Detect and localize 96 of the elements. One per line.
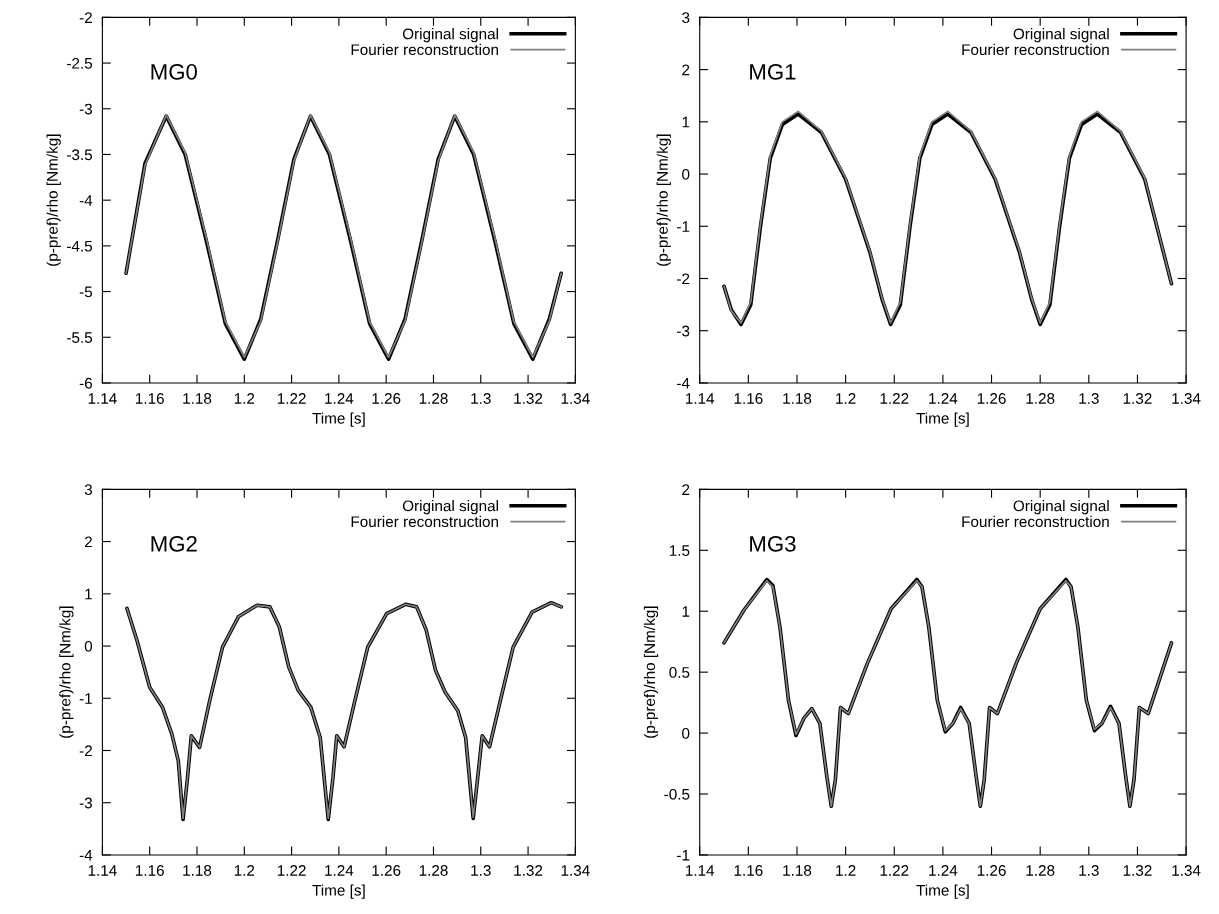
x-tick-label: 1.28 bbox=[1026, 393, 1055, 404]
x-tick-label: 1.3 bbox=[1079, 865, 1099, 876]
y-tick-label: 2 bbox=[682, 484, 690, 495]
x-tick-label: 1.2 bbox=[836, 865, 856, 876]
x-tick-label: 1.2 bbox=[234, 393, 255, 404]
legend-label: Original signal bbox=[402, 28, 498, 43]
x-axis-title: Time [s] bbox=[916, 884, 969, 899]
x-tick-label: 1.16 bbox=[734, 393, 763, 404]
y-tick-label: 1.5 bbox=[669, 545, 690, 556]
y-tick-label: -3 bbox=[677, 325, 690, 337]
y-tick-label: -6 bbox=[79, 377, 92, 389]
legend-label: Fourier reconstruction bbox=[351, 515, 498, 528]
y-tick-label: -5 bbox=[79, 286, 93, 298]
y-tick-label: 0 bbox=[84, 640, 93, 652]
x-tick-label: 1.34 bbox=[561, 393, 590, 404]
y-axis-title: (p-pref)/rho [Nm/kg] bbox=[59, 606, 74, 738]
x-tick-label: 1.2 bbox=[836, 393, 856, 404]
x-tick-label: 1.14 bbox=[686, 865, 715, 876]
x-tick-label: 1.18 bbox=[183, 865, 212, 876]
x-tick-label: 1.32 bbox=[514, 393, 543, 404]
x-tick-label: 1.14 bbox=[88, 393, 117, 404]
y-tick-label: -3 bbox=[79, 797, 92, 809]
legend-label: Original signal bbox=[402, 500, 498, 515]
x-tick-label: 1.34 bbox=[561, 865, 590, 876]
x-tick-label: 1.14 bbox=[686, 393, 715, 404]
y-tick-label: -4 bbox=[79, 849, 93, 861]
legend-label: Original signal bbox=[1013, 28, 1109, 43]
x-tick-label: 1.18 bbox=[783, 865, 812, 876]
annotation: MG3 bbox=[750, 535, 796, 552]
y-axis-title: (p-pref)/rho [Nm/kg] bbox=[46, 134, 61, 266]
x-tick-label: 1.22 bbox=[880, 865, 909, 876]
x-tick-label: 1.28 bbox=[419, 393, 448, 404]
x-tick-label: 1.24 bbox=[929, 865, 958, 876]
legend-label: Fourier reconstruction bbox=[351, 43, 498, 56]
x-tick-label: 1.3 bbox=[471, 865, 491, 876]
x-tick-label: 1.24 bbox=[325, 393, 354, 404]
x-tick-label: 1.14 bbox=[88, 865, 117, 876]
x-tick-label: 1.24 bbox=[929, 393, 958, 404]
y-tick-label: -2 bbox=[79, 12, 92, 23]
y-tick-label: -2 bbox=[677, 273, 690, 285]
y-tick-label: -2.5 bbox=[67, 57, 93, 69]
x-tick-label: 1.18 bbox=[183, 393, 212, 404]
x-tick-label: 1.28 bbox=[1026, 865, 1055, 876]
x-tick-label: 1.2 bbox=[234, 865, 255, 876]
x-tick-label: 1.16 bbox=[135, 865, 164, 876]
x-tick-label: 1.24 bbox=[325, 865, 354, 876]
x-axis-title: Time [s] bbox=[312, 412, 365, 427]
y-axis-title: (p-pref)/rho [Nm/kg] bbox=[656, 134, 671, 266]
x-tick-label: 1.34 bbox=[1172, 865, 1201, 876]
x-tick-label: 1.28 bbox=[419, 865, 448, 876]
y-tick-label: -2 bbox=[79, 745, 92, 757]
y-axis-title: (p-pref)/rho [Nm/kg] bbox=[643, 606, 659, 738]
x-tick-label: 1.16 bbox=[734, 865, 763, 876]
x-tick-label: 1.32 bbox=[1123, 393, 1152, 404]
x-tick-label: 1.16 bbox=[135, 393, 164, 404]
legend-label: Original signal bbox=[1013, 500, 1109, 515]
x-axis-title: Time [s] bbox=[312, 884, 365, 899]
x-tick-label: 1.26 bbox=[977, 393, 1006, 404]
y-tick-label: 0.5 bbox=[669, 667, 690, 678]
annotation: MG2 bbox=[151, 535, 197, 552]
y-tick-label: -0.5 bbox=[664, 788, 690, 800]
annotation: MG0 bbox=[151, 64, 197, 80]
y-tick-label: -4 bbox=[79, 195, 93, 206]
y-tick-label: 3 bbox=[682, 12, 690, 24]
legend-label: Fourier reconstruction bbox=[962, 515, 1109, 528]
y-tick-label: -3.5 bbox=[67, 149, 93, 161]
y-tick-label: -4.5 bbox=[67, 240, 93, 252]
x-tick-label: 1.26 bbox=[372, 865, 401, 876]
y-tick-label: -4 bbox=[677, 377, 690, 389]
annotation: MG1 bbox=[750, 64, 796, 80]
legend-label: Fourier reconstruction bbox=[962, 43, 1109, 56]
x-tick-label: 1.32 bbox=[514, 865, 543, 876]
y-tick-label: -1 bbox=[79, 693, 92, 704]
y-tick-label: 3 bbox=[84, 484, 92, 496]
x-tick-label: 1.22 bbox=[277, 393, 306, 404]
y-tick-label: -3 bbox=[79, 103, 92, 115]
y-tick-label: -1 bbox=[677, 849, 690, 861]
x-tick-label: 1.26 bbox=[372, 393, 401, 404]
x-axis-title: Time [s] bbox=[916, 412, 969, 427]
y-tick-label: 2 bbox=[682, 64, 690, 76]
y-tick-label: 1 bbox=[682, 606, 690, 617]
y-tick-label: 2 bbox=[84, 536, 92, 548]
x-tick-label: 1.34 bbox=[1172, 393, 1201, 404]
x-tick-label: 1.26 bbox=[977, 865, 1006, 876]
y-tick-label: 1 bbox=[85, 588, 92, 600]
x-tick-label: 1.22 bbox=[880, 393, 909, 404]
y-tick-label: 1 bbox=[682, 116, 690, 128]
x-tick-label: 1.22 bbox=[277, 865, 306, 876]
y-tick-label: -5.5 bbox=[67, 332, 93, 343]
x-tick-label: 1.18 bbox=[783, 393, 812, 404]
x-tick-label: 1.3 bbox=[1079, 393, 1099, 404]
y-tick-label: -1 bbox=[677, 221, 690, 232]
y-tick-label: 0 bbox=[682, 727, 690, 739]
x-tick-label: 1.32 bbox=[1123, 865, 1152, 876]
x-tick-label: 1.3 bbox=[471, 393, 491, 404]
y-tick-label: 0 bbox=[682, 168, 690, 180]
